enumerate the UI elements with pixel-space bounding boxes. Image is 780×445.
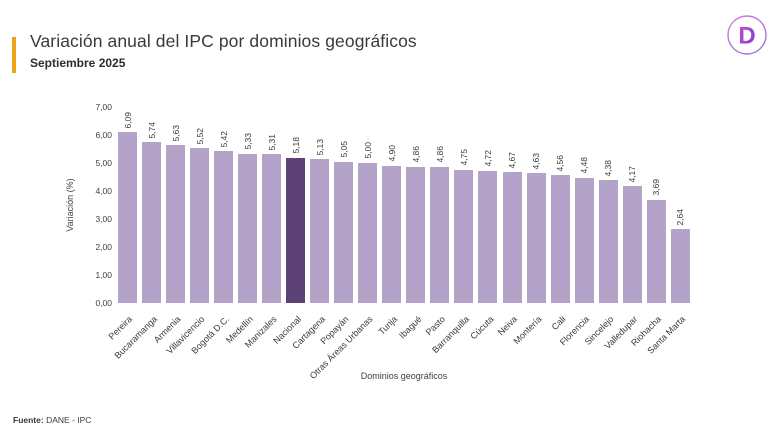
bar-cali: 4,56 xyxy=(550,155,570,303)
bar-neiva: 4,67 xyxy=(502,152,522,303)
y-tick-label: 1,00 xyxy=(95,270,112,280)
bar-value-label: 5,74 xyxy=(146,121,157,139)
bar-cúcuta: 4,72 xyxy=(478,150,498,303)
bar-cartagena: 5,13 xyxy=(310,139,330,303)
bar-value-label: 4,72 xyxy=(482,150,493,167)
bar-value-label: 4,63 xyxy=(531,152,542,170)
bar-barranquilla: 4,75 xyxy=(454,149,474,303)
bar-value-label: 5,42 xyxy=(218,130,229,148)
bar-value-label: 5,31 xyxy=(266,133,277,151)
source-value: DANE - IPC xyxy=(46,415,92,425)
plot-area: 6,09 5,74 5,63 5,52 5,42 5,33 5,31 5,18 5,13 5,05… xyxy=(118,107,690,303)
bar-florencia: 4,48 xyxy=(574,157,594,303)
y-axis-ticks: 0,00 1,00 2,00 3,00 4,00 5,00 6,00 7,00 xyxy=(60,0,112,320)
bar-value-label: 4,75 xyxy=(458,149,469,166)
bar-riohacha: 3,69 xyxy=(646,179,666,303)
bar-value-label: 4,38 xyxy=(603,159,614,177)
bar-bucaramanga: 5,74 xyxy=(142,122,162,303)
bar-value-label: 4,17 xyxy=(627,165,638,183)
bar-value-label: 5,18 xyxy=(290,137,301,154)
bar-manizales: 5,31 xyxy=(262,134,282,303)
bar-value-label: 4,86 xyxy=(410,146,421,163)
bar-popayán: 5,05 xyxy=(334,141,354,303)
bar-value-label: 2,64 xyxy=(675,208,686,226)
bar-value-label: 5,00 xyxy=(362,142,373,159)
svg-text:D: D xyxy=(738,23,755,50)
bar-nacional: 5,18 xyxy=(286,137,306,303)
source-note: Fuente: DANE - IPC xyxy=(13,415,91,425)
bar-bogotá-d-c-: 5,42 xyxy=(214,131,234,303)
y-tick-label: 2,00 xyxy=(95,242,112,252)
bar-value-label: 5,13 xyxy=(314,138,325,156)
x-tick-label: Cúcuta xyxy=(467,314,496,342)
bar-value-label: 4,67 xyxy=(507,151,517,169)
y-tick-label: 5,00 xyxy=(95,158,112,168)
bar-montería: 4,63 xyxy=(526,153,546,303)
y-tick-label: 0,00 xyxy=(95,298,112,308)
x-tick-label: Tunja xyxy=(376,314,400,337)
bar-valledupar: 4,17 xyxy=(622,166,642,303)
y-tick-label: 7,00 xyxy=(95,102,112,112)
bar-value-label: 5,05 xyxy=(338,141,349,158)
bar-santa-marta: 2,64 xyxy=(670,209,690,303)
page-subtitle: Septiembre 2025 xyxy=(30,56,126,70)
x-tick-label: Cali xyxy=(549,314,568,333)
title-accent-bar xyxy=(12,37,16,73)
bar-value-label: 5,33 xyxy=(242,133,253,150)
bar-armenia: 5,63 xyxy=(166,125,186,303)
bar-pasto: 4,86 xyxy=(430,146,450,303)
dane-logo: D xyxy=(725,13,769,57)
x-tick-label: Ibagué xyxy=(396,314,424,341)
bar-otras-áreas-urbanas: 5,00 xyxy=(358,142,378,303)
bar-value-label: 5,52 xyxy=(194,127,205,145)
bar-pereira: 6,09 xyxy=(118,112,137,303)
bar-medellín: 5,33 xyxy=(238,133,258,303)
x-axis-title: Dominios geográficos xyxy=(360,371,448,381)
bar-value-label: 4,56 xyxy=(555,154,566,172)
bar-value-label: 4,90 xyxy=(386,145,397,162)
y-tick-label: 4,00 xyxy=(95,186,112,196)
bar-value-label: 4,86 xyxy=(434,146,445,163)
bar-value-label: 4,48 xyxy=(579,157,590,174)
bar-ibagué: 4,86 xyxy=(406,146,426,303)
bar-value-label: 3,69 xyxy=(651,179,662,196)
y-tick-label: 3,00 xyxy=(95,214,112,224)
source-label: Fuente: xyxy=(13,415,44,425)
y-tick-label: 6,00 xyxy=(95,130,112,140)
bar-villavicencio: 5,52 xyxy=(190,128,210,303)
dane-logo-icon: D xyxy=(727,15,767,55)
bar-value-label: 5,63 xyxy=(170,124,181,142)
bar-value-label: 6,09 xyxy=(122,111,133,129)
bar-tunja: 4,90 xyxy=(382,145,402,303)
bar-sincelejo: 4,38 xyxy=(598,160,618,303)
page-title: Variación anual del IPC por dominios geo… xyxy=(30,31,417,51)
